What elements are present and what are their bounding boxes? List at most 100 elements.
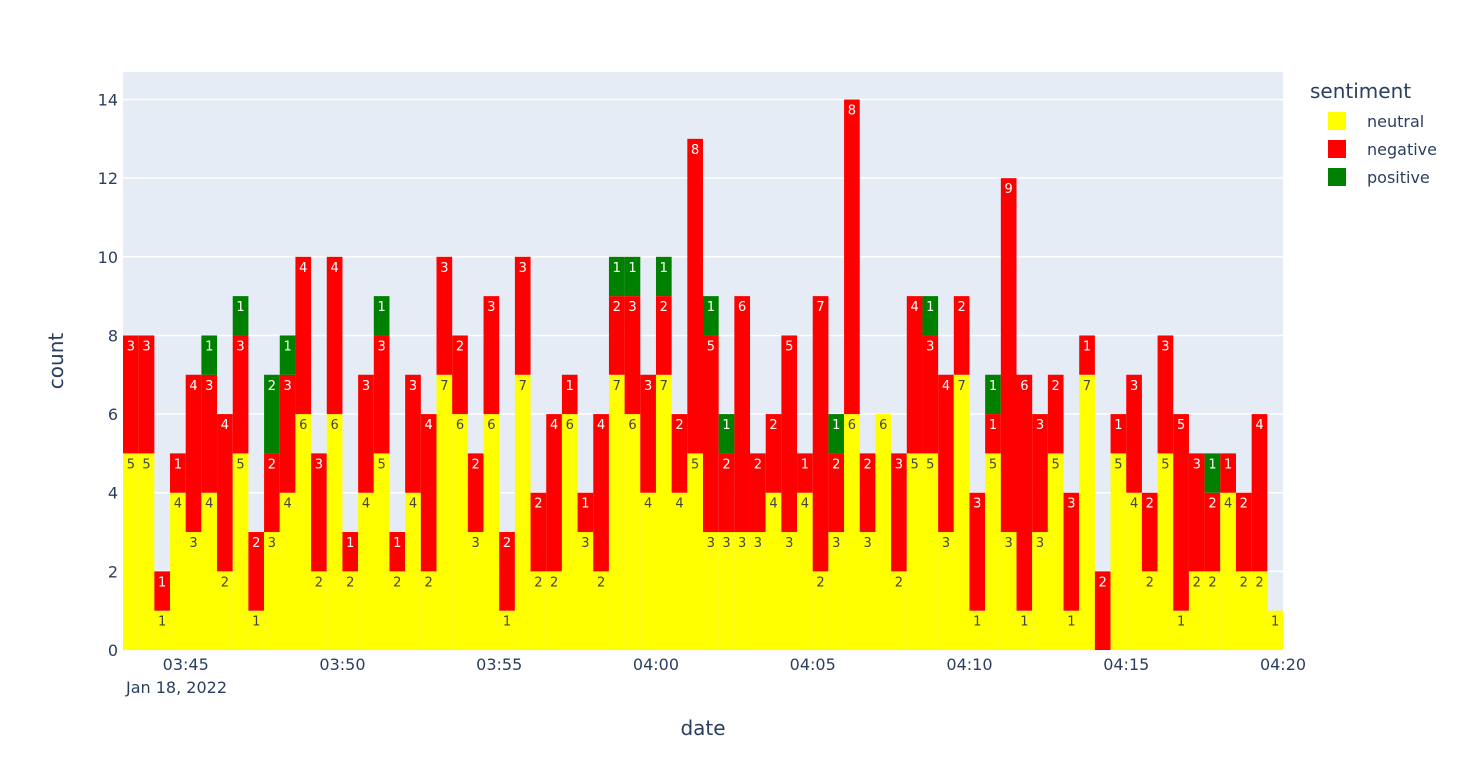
bar-negative: [483, 296, 500, 415]
bar-label-negative: 2: [722, 457, 730, 472]
bar-label-negative: 2: [769, 418, 777, 433]
bar-label-negative: 4: [299, 261, 307, 276]
bar-negative: [750, 453, 766, 533]
bar-neutral: [1267, 610, 1283, 650]
bar-label-neutral: 3: [1005, 536, 1013, 551]
bar-label-neutral: 5: [1052, 457, 1060, 472]
bar-label-neutral: 5: [142, 457, 150, 472]
bar-neutral: [608, 374, 625, 650]
bar-label-negative: 1: [1114, 418, 1122, 433]
bar-negative: [969, 492, 986, 611]
bar-neutral: [922, 453, 939, 650]
bar-label-negative: 3: [205, 379, 213, 394]
bar-label-positive: 1: [613, 261, 621, 276]
bar-neutral: [264, 532, 280, 650]
bar-neutral: [953, 374, 970, 650]
bar-label-neutral: 5: [378, 457, 386, 472]
bar-neutral: [467, 532, 484, 650]
bar-neutral: [170, 492, 186, 650]
bar-neutral: [765, 492, 782, 650]
bar-label-negative: 6: [738, 300, 746, 315]
bar-negative: [624, 296, 641, 415]
bar-negative: [170, 453, 186, 493]
bar-label-neutral: 7: [1083, 379, 1091, 394]
bar-label-negative: 5: [785, 339, 793, 354]
bar-label-negative: 2: [1146, 497, 1154, 512]
bar-neutral: [640, 492, 656, 650]
bar-negative: [640, 374, 656, 493]
bar-label-neutral: 3: [863, 536, 871, 551]
bar-neutral: [561, 414, 578, 650]
legend-label-neutral[interactable]: neutral: [1367, 112, 1424, 131]
y-axis-title: count: [44, 333, 68, 390]
bar-label-negative: 3: [628, 300, 636, 315]
bar-positive: [718, 414, 735, 454]
bar-label-negative: 3: [1193, 457, 1201, 472]
bar-neutral: [797, 492, 813, 650]
legend-label-negative[interactable]: negative: [1367, 140, 1437, 159]
bar-label-neutral: 7: [958, 379, 966, 394]
bar-label-neutral: 3: [754, 536, 762, 551]
bar-negative: [326, 256, 343, 415]
bar-label-negative: 2: [1099, 575, 1107, 590]
bar-negative: [655, 296, 672, 375]
y-tick-label: 6: [108, 405, 118, 424]
bar-label-neutral: 3: [722, 536, 730, 551]
legend-swatch-neutral[interactable]: [1328, 112, 1346, 130]
bar-neutral: [844, 414, 860, 650]
bar-label-neutral: 2: [315, 575, 323, 590]
bar-negative: [389, 532, 406, 572]
bar-label-negative: 1: [1083, 339, 1091, 354]
legend-label-positive[interactable]: positive: [1367, 168, 1430, 187]
bar-negative: [217, 414, 233, 572]
bar-label-neutral: 4: [362, 497, 370, 512]
bar-neutral: [499, 610, 515, 650]
bar-negative: [985, 414, 1001, 454]
bar-negative: [185, 374, 202, 533]
bar-positive: [655, 256, 672, 297]
bar-label-neutral: 1: [158, 615, 166, 630]
bar-label-negative: 2: [613, 300, 621, 315]
bar-neutral: [1110, 453, 1127, 650]
bar-negative: [1016, 374, 1033, 611]
legend-swatch-negative[interactable]: [1328, 140, 1346, 158]
bar-negative: [1173, 414, 1189, 611]
bar-label-positive: 1: [236, 300, 244, 315]
bar-negative: [1047, 374, 1064, 454]
bar-neutral: [655, 374, 672, 650]
bar-neutral: [373, 453, 390, 650]
bar-label-neutral: 1: [252, 615, 260, 630]
x-tick-label: 04:20: [1260, 655, 1306, 674]
x-tick-label: 04:10: [946, 655, 992, 674]
bar-negative: [138, 335, 155, 454]
bar-label-negative: 2: [1052, 379, 1060, 394]
bar-neutral: [828, 532, 845, 650]
bar-neutral: [734, 532, 751, 650]
bar-label-negative: 6: [1020, 379, 1028, 394]
bar-neutral: [452, 414, 468, 650]
bar-neutral: [232, 453, 249, 650]
x-axis-ticks: 03:45 03:50 03:55 04:00 04:05 04:10 04:15 04:20: [163, 655, 1306, 674]
bar-label-negative: 2: [660, 300, 668, 315]
bar-negative: [891, 453, 907, 572]
bar-label-negative: 4: [1255, 418, 1263, 433]
bar-negative: [906, 296, 923, 454]
bar-neutral: [1047, 453, 1064, 650]
legend[interactable]: sentiment neutral negative positive: [1310, 79, 1437, 187]
legend-swatch-positive[interactable]: [1328, 168, 1346, 186]
bar-label-negative: 1: [174, 457, 182, 472]
bar-label-neutral: 4: [1224, 497, 1232, 512]
bar-label-negative: 2: [1208, 497, 1216, 512]
bar-negative: [812, 296, 829, 572]
bar-negative: [859, 453, 876, 533]
bar-neutral: [1251, 571, 1268, 650]
bar-neutral: [906, 453, 923, 650]
x-tick-label: 04:00: [633, 655, 679, 674]
bar-negative: [530, 492, 547, 572]
bar-label-neutral: 2: [1146, 575, 1154, 590]
bar-negative: [734, 296, 751, 533]
bar-label-negative: 8: [691, 143, 699, 158]
bar-label-neutral: 6: [456, 418, 464, 433]
bar-label-neutral: 2: [346, 575, 354, 590]
bar-negative: [405, 374, 421, 493]
